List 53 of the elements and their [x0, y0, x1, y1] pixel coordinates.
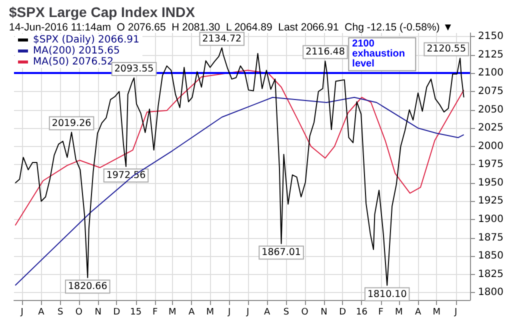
x-tick-label: M	[206, 308, 214, 317]
chart-subtitle: 14-Jun-2016 11:14am O 2076.65 H 2081.30 L 2064.89 Last 2066.91 Chg -12.15 (-0.58%) ▼	[9, 22, 454, 34]
x-tick-label: D	[339, 308, 346, 317]
x-tick-label: N	[94, 308, 102, 317]
x-tick-label: M	[168, 308, 176, 317]
y-tick-label: 1900	[478, 214, 504, 226]
x-tick-label: 15	[130, 308, 142, 317]
x-tick-label: 16	[356, 308, 368, 317]
annotation: 2116.48	[306, 46, 345, 58]
x-tick-label: A	[38, 308, 46, 317]
y-tick-label: 1875	[478, 232, 504, 244]
annotation: 2134.72	[202, 33, 242, 44]
x-tick-label: J	[20, 308, 24, 317]
y-tick-label: 1950	[478, 177, 504, 188]
x-tick-label: M	[394, 308, 403, 317]
y-tick-label: 2125	[478, 49, 504, 60]
annotation: 1810.10	[367, 288, 407, 300]
x-tick-label: M	[432, 308, 440, 317]
x-tick-label: S	[283, 308, 290, 317]
x-tick-label: O	[75, 308, 83, 317]
y-tick-label: 1825	[478, 268, 504, 280]
annotation: 1867.01	[262, 247, 301, 258]
x-tick-label: N	[320, 308, 328, 317]
y-tick-label: 1975	[478, 159, 504, 170]
x-tick-label: O	[301, 308, 308, 317]
annotation: 2093.55	[114, 63, 154, 74]
y-tick-label: 1850	[478, 250, 504, 262]
legend-label: MA(50) 2076.52	[33, 56, 114, 68]
y-tick-label: 1800	[478, 287, 504, 298]
legend-label: $SPX (Daily) 2066.91	[33, 34, 140, 46]
y-tick-label: 2000	[478, 140, 504, 152]
x-tick-label: J	[453, 308, 458, 317]
annotation: 1820.66	[68, 281, 108, 292]
x-tick-label: J	[246, 308, 250, 317]
y-tick-label: 2075	[478, 86, 504, 98]
y-tick-label: 2050	[478, 104, 504, 116]
x-tick-label: F	[152, 308, 158, 317]
y-tick-label: 1925	[478, 196, 504, 207]
legend-label: MA(200) 2015.65	[33, 46, 120, 56]
y-tick-label: 2025	[478, 122, 504, 134]
x-tick-label: F	[378, 308, 384, 317]
x-tick-label: A	[188, 308, 196, 317]
ref-line-label: 2100 exhaustion level	[352, 38, 408, 70]
x-tick-label: J	[226, 308, 231, 317]
x-tick-label: A	[414, 308, 422, 317]
chart-title: $SPX Large Cap Index INDX	[9, 4, 196, 20]
y-tick-label: 2100	[478, 68, 504, 79]
x-tick-label: A	[264, 308, 271, 317]
y-tick-label: 2150	[478, 31, 504, 42]
x-tick-label: D	[113, 308, 120, 317]
annotation: 2120.55	[426, 44, 466, 55]
annotation: 2019.26	[52, 118, 92, 129]
x-tick-label: S	[58, 308, 64, 317]
